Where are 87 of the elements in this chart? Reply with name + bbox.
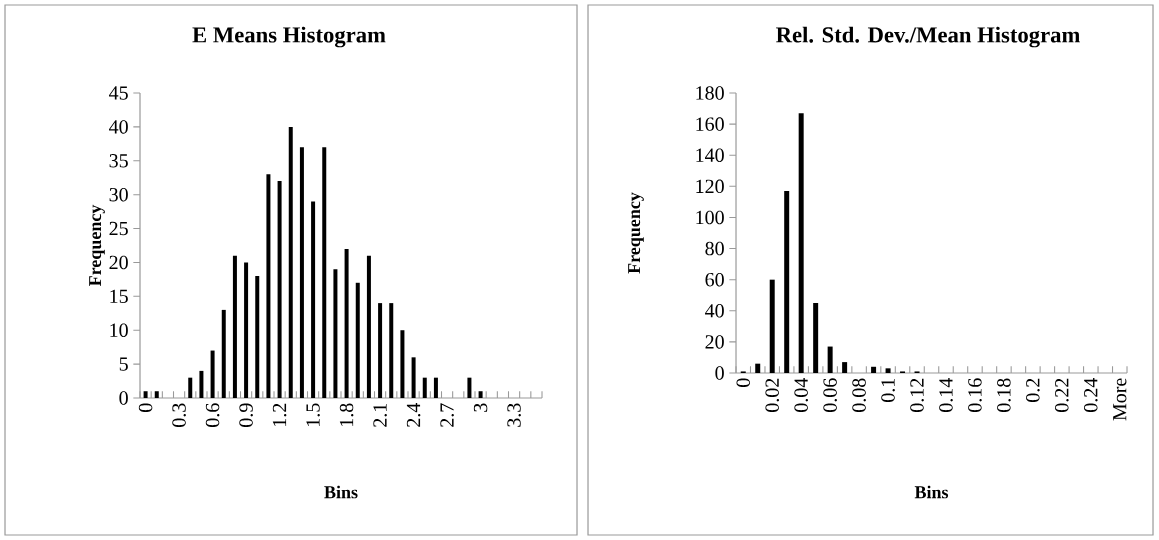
- bar: [288, 126, 293, 398]
- x-tick-label: 0.9: [239, 403, 253, 427]
- bar: [842, 362, 848, 373]
- x-axis-title: Bins: [914, 485, 949, 499]
- x-tick-label: 0.18: [997, 378, 1011, 412]
- y-tick-label: 20: [705, 335, 724, 349]
- x-tick-label: 0.1: [881, 378, 895, 402]
- bar: [221, 309, 226, 398]
- x-tick-label: 0.14: [939, 378, 953, 412]
- bar: [311, 201, 316, 398]
- bar: [188, 377, 193, 398]
- bar: [885, 368, 891, 373]
- x-tick-label: 0.24: [1084, 378, 1098, 412]
- bar: [199, 370, 204, 398]
- x-tick-label: 1.2: [272, 403, 287, 426]
- bar: [244, 262, 249, 398]
- bar: [299, 147, 304, 398]
- y-tick-label: 20: [109, 255, 128, 270]
- bar: [366, 255, 371, 398]
- y-tick-label: 0: [715, 366, 724, 380]
- x-tick-label: 0.2: [1026, 378, 1040, 402]
- y-tick-label: 15: [110, 289, 128, 304]
- y-tick-label: 40: [705, 304, 724, 318]
- x-tick-label: 0.6: [205, 403, 220, 427]
- bar: [478, 391, 483, 398]
- x-tick-label: More: [1113, 378, 1127, 421]
- x-tick-label: 0.04: [794, 378, 808, 412]
- x-tick-label: 0.08: [852, 378, 866, 412]
- bar: [277, 181, 282, 398]
- x-tick-label: 0: [736, 378, 750, 387]
- bar: [755, 363, 761, 373]
- y-tick-label: 100: [696, 210, 724, 225]
- bar: [344, 248, 349, 398]
- x-tick-label: 0.16: [968, 378, 982, 412]
- y-tick-label: 25: [109, 221, 128, 236]
- y-tick-label: 45: [109, 86, 128, 100]
- bar: [255, 276, 260, 398]
- bar: [378, 303, 383, 398]
- bar: [467, 377, 472, 398]
- bar: [400, 330, 405, 398]
- y-axis-title: Frequency: [89, 204, 105, 287]
- y-axis-title: Frequency: [628, 192, 644, 274]
- bar: [266, 174, 271, 398]
- x-tick-label: 2.1: [373, 403, 387, 427]
- bar: [871, 366, 877, 373]
- bar: [143, 391, 148, 398]
- bar: [422, 377, 427, 398]
- x-tick-label: 1.8: [339, 403, 354, 426]
- bar: [154, 391, 159, 398]
- bar: [827, 346, 833, 373]
- bar: [333, 269, 338, 398]
- bar: [798, 113, 804, 373]
- x-tick-label: 0.22: [1055, 378, 1069, 412]
- x-tick-label: 0: [138, 403, 153, 412]
- y-tick-label: 160: [696, 117, 724, 131]
- bar: [389, 303, 394, 398]
- x-tick-label: 0.02: [765, 378, 780, 412]
- bar: [322, 147, 327, 398]
- x-tick-label: 3.3: [507, 403, 521, 427]
- x-tick-label: 0.06: [823, 378, 837, 412]
- chart-title: Rel. Std. Dev./Mean Histogram: [776, 26, 1080, 48]
- bar: [769, 279, 775, 373]
- x-tick-label: 2.7: [440, 403, 454, 427]
- x-tick-label: 0.3: [172, 403, 186, 427]
- x-axis-title: Bins: [324, 485, 358, 499]
- bar: [355, 282, 360, 398]
- y-tick-label: 5: [119, 357, 128, 371]
- x-tick-label: 2.4: [406, 403, 421, 427]
- y-tick-label: 30: [109, 187, 128, 202]
- y-tick-label: 120: [696, 179, 724, 194]
- bar: [784, 191, 790, 373]
- y-tick-label: 60: [705, 272, 724, 287]
- y-tick-label: 140: [696, 148, 724, 162]
- bar: [813, 303, 819, 373]
- y-tick-label: 40: [109, 120, 128, 134]
- y-tick-label: 180: [696, 86, 724, 100]
- x-tick-label: 1.5: [306, 403, 320, 426]
- y-tick-label: 10: [110, 323, 128, 337]
- bar: [232, 255, 237, 398]
- bar: [433, 377, 438, 398]
- y-tick-label: 80: [705, 241, 724, 256]
- bar: [210, 350, 215, 398]
- x-tick-label: 0.12: [910, 378, 924, 412]
- y-tick-label: 35: [109, 154, 128, 168]
- chart-title: E Means Histogram: [192, 26, 386, 48]
- bar: [411, 357, 416, 398]
- x-tick-label: 3: [473, 403, 488, 412]
